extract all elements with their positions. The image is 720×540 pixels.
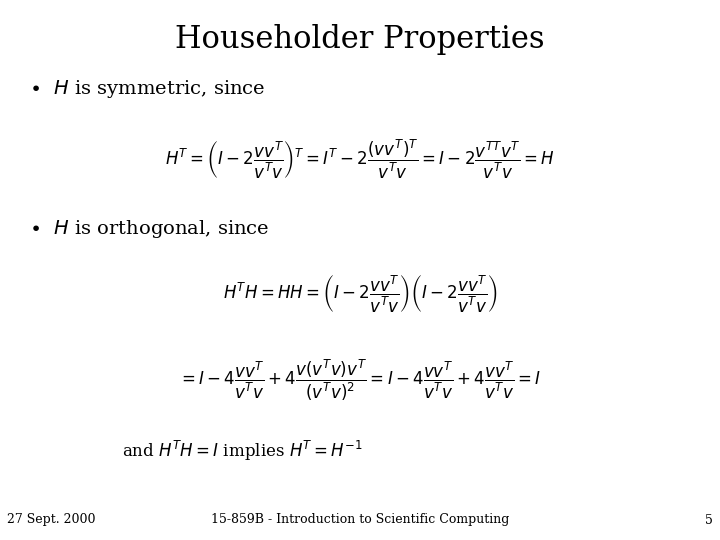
Text: and $H^T H = I$ implies $H^T = H^{-1}$: and $H^T H = I$ implies $H^T = H^{-1}$ <box>122 439 363 463</box>
Text: $= I - 4\dfrac{vv^T}{v^T v} + 4\dfrac{v(v^T v)v^T}{(v^T v)^2} = I - 4\dfrac{vv^T: $= I - 4\dfrac{vv^T}{v^T v} + 4\dfrac{v(… <box>179 358 541 403</box>
Text: $H^T H = HH = \left( I - 2\dfrac{vv^T}{v^T v} \right)\left( I - 2\dfrac{vv^T}{v^: $H^T H = HH = \left( I - 2\dfrac{vv^T}{v… <box>222 274 498 315</box>
Text: 15-859B - Introduction to Scientific Computing: 15-859B - Introduction to Scientific Com… <box>211 514 509 526</box>
Text: $H^T = \left( I - 2\dfrac{vv^T}{v^T v} \right)^T = I^T - 2\dfrac{(vv^T)^T}{v^T v: $H^T = \left( I - 2\dfrac{vv^T}{v^T v} \… <box>165 138 555 181</box>
Text: $\bullet$  $H$ is orthogonal, since: $\bullet$ $H$ is orthogonal, since <box>29 219 269 240</box>
Text: 27 Sept. 2000: 27 Sept. 2000 <box>7 514 96 526</box>
Text: Householder Properties: Householder Properties <box>175 24 545 55</box>
Text: 5: 5 <box>705 514 713 526</box>
Text: $\bullet$  $H$ is symmetric, since: $\bullet$ $H$ is symmetric, since <box>29 78 265 100</box>
